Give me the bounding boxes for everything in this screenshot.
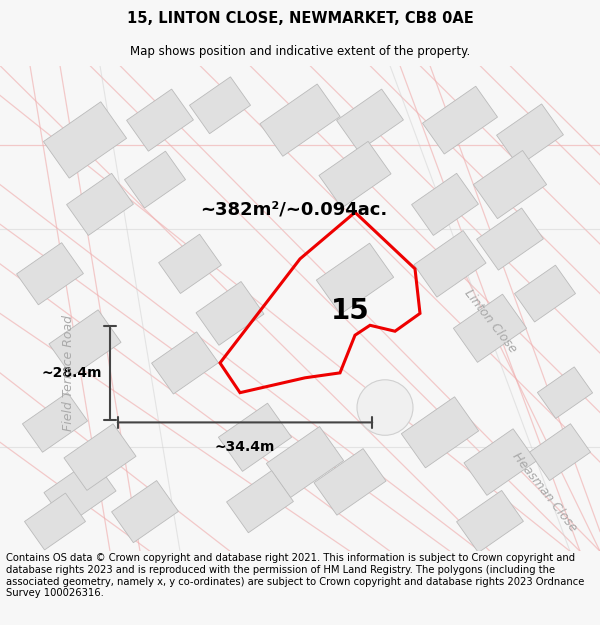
Polygon shape xyxy=(17,242,83,305)
Polygon shape xyxy=(158,234,221,294)
Text: 15, LINTON CLOSE, NEWMARKET, CB8 0AE: 15, LINTON CLOSE, NEWMARKET, CB8 0AE xyxy=(127,11,473,26)
Polygon shape xyxy=(412,173,478,236)
Polygon shape xyxy=(25,493,86,550)
Text: ~382m²/~0.094ac.: ~382m²/~0.094ac. xyxy=(200,201,387,218)
Polygon shape xyxy=(457,491,523,552)
Polygon shape xyxy=(314,449,386,515)
Polygon shape xyxy=(64,424,136,491)
Polygon shape xyxy=(401,397,479,468)
Polygon shape xyxy=(67,173,133,236)
Polygon shape xyxy=(337,89,403,151)
Text: ~28.4m: ~28.4m xyxy=(41,366,102,380)
Text: Linton Close: Linton Close xyxy=(461,287,519,356)
Polygon shape xyxy=(414,231,486,297)
Text: Contains OS data © Crown copyright and database right 2021. This information is : Contains OS data © Crown copyright and d… xyxy=(6,553,584,598)
Circle shape xyxy=(357,380,413,435)
Polygon shape xyxy=(112,481,178,542)
Text: Field Terrace Road: Field Terrace Road xyxy=(62,315,74,431)
Polygon shape xyxy=(260,84,340,156)
Text: 15: 15 xyxy=(331,298,370,326)
Polygon shape xyxy=(196,281,264,345)
Polygon shape xyxy=(422,86,497,154)
Polygon shape xyxy=(529,424,590,481)
Polygon shape xyxy=(43,102,127,178)
Text: Heasman Close: Heasman Close xyxy=(510,449,580,534)
Polygon shape xyxy=(514,265,575,322)
Polygon shape xyxy=(127,89,193,151)
Polygon shape xyxy=(266,426,344,498)
Polygon shape xyxy=(44,459,116,525)
Polygon shape xyxy=(190,77,251,134)
Polygon shape xyxy=(49,310,121,376)
Polygon shape xyxy=(124,151,185,208)
Polygon shape xyxy=(497,104,563,166)
Polygon shape xyxy=(473,151,547,219)
Polygon shape xyxy=(319,141,391,208)
Polygon shape xyxy=(464,429,536,496)
Polygon shape xyxy=(152,332,218,394)
Polygon shape xyxy=(218,403,292,471)
Polygon shape xyxy=(22,392,88,452)
Polygon shape xyxy=(227,471,293,532)
Polygon shape xyxy=(316,243,394,314)
Polygon shape xyxy=(538,367,593,419)
Polygon shape xyxy=(476,208,544,270)
Text: ~34.4m: ~34.4m xyxy=(215,440,275,454)
Polygon shape xyxy=(454,294,527,362)
Text: Map shows position and indicative extent of the property.: Map shows position and indicative extent… xyxy=(130,45,470,58)
